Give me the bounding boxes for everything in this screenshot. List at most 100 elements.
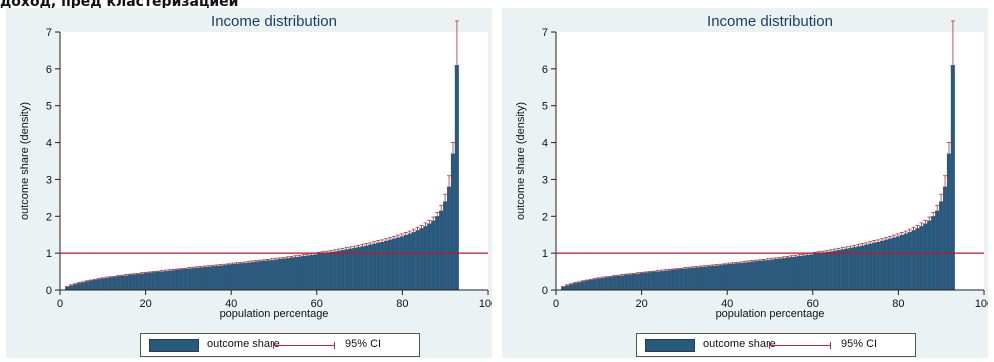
chart-panel-left: Income distribution outcome share (densi… xyxy=(6,8,492,358)
bar xyxy=(907,232,912,291)
bar xyxy=(761,260,766,291)
bar xyxy=(820,252,825,291)
y-tick-label: 0 xyxy=(46,285,52,297)
bar xyxy=(844,248,849,291)
bar xyxy=(891,237,896,291)
bar xyxy=(683,268,688,291)
bar xyxy=(655,271,660,291)
bar xyxy=(714,265,719,291)
bar xyxy=(297,256,302,291)
legend: outcome share 95% CI xyxy=(636,333,916,357)
x-tick-label: 80 xyxy=(892,298,904,310)
bar xyxy=(647,272,652,291)
x-tick-label: 0 xyxy=(57,298,63,310)
bar xyxy=(828,251,833,291)
legend-label-outcome-share: outcome share xyxy=(703,338,776,350)
bar xyxy=(313,254,318,291)
legend-label-outcome-share: outcome share xyxy=(207,338,280,350)
bar xyxy=(687,268,692,291)
chart-svg-right: Income distribution outcome share (densi… xyxy=(515,13,988,320)
bar xyxy=(175,269,180,291)
bar xyxy=(624,274,629,291)
x-tick-label: 0 xyxy=(553,298,559,310)
bar xyxy=(242,262,247,291)
bar xyxy=(942,186,947,291)
bar xyxy=(785,257,790,291)
bar xyxy=(631,274,636,291)
bar xyxy=(68,285,73,291)
bar xyxy=(927,220,932,291)
bar xyxy=(419,228,424,291)
bar xyxy=(568,284,573,291)
bar xyxy=(919,226,924,291)
bar xyxy=(135,274,140,291)
bar xyxy=(706,266,711,291)
bar xyxy=(887,238,892,291)
y-axis-label: outcome share (density) xyxy=(19,102,31,220)
x-tick-label: 80 xyxy=(396,298,408,310)
x-tick-label: 100 xyxy=(479,298,492,310)
bar xyxy=(108,277,113,291)
bar xyxy=(446,186,451,291)
bar xyxy=(128,274,133,291)
bar xyxy=(376,242,381,291)
bar xyxy=(923,223,928,291)
bar xyxy=(96,279,101,291)
bar xyxy=(348,248,353,291)
bar xyxy=(659,271,664,291)
bar xyxy=(143,272,148,291)
y-tick-label: 2 xyxy=(542,211,548,223)
y-tick-label: 2 xyxy=(46,211,52,223)
bar xyxy=(403,234,408,291)
y-tick-label: 5 xyxy=(46,101,52,113)
bar xyxy=(939,201,944,291)
bar xyxy=(163,271,168,291)
bar xyxy=(840,249,845,291)
bar xyxy=(399,236,404,291)
bar xyxy=(210,266,215,291)
y-tick-label: 4 xyxy=(542,138,548,150)
bar xyxy=(450,153,455,291)
bar xyxy=(324,252,329,291)
bar xyxy=(592,279,597,291)
bar xyxy=(76,283,81,291)
bar xyxy=(139,273,144,291)
bar xyxy=(742,262,747,291)
bar xyxy=(600,278,605,291)
bar xyxy=(336,250,341,291)
bar xyxy=(305,255,310,291)
x-tick-label: 60 xyxy=(311,298,323,310)
bar xyxy=(151,272,156,291)
bar xyxy=(387,239,392,291)
legend-swatch-outcome-share xyxy=(645,339,695,352)
bar xyxy=(596,278,601,291)
bar xyxy=(317,253,322,291)
bar xyxy=(281,258,286,291)
bar xyxy=(718,265,723,291)
bar xyxy=(415,230,420,291)
bar xyxy=(261,260,266,291)
bar xyxy=(265,260,270,291)
bar xyxy=(793,256,798,291)
bar xyxy=(120,275,125,291)
legend-ci-marker xyxy=(769,342,831,349)
bar xyxy=(750,261,755,291)
bar xyxy=(171,270,176,291)
bar xyxy=(690,267,695,291)
bar xyxy=(627,274,632,291)
bar xyxy=(769,259,774,291)
bar xyxy=(797,255,802,291)
bar xyxy=(876,241,881,291)
bar xyxy=(454,65,459,291)
bar xyxy=(88,280,93,291)
y-tick-label: 0 xyxy=(542,285,548,297)
bar xyxy=(218,265,223,291)
bar xyxy=(564,285,569,291)
bar xyxy=(584,280,589,291)
bar xyxy=(848,247,853,291)
chart-panel-right: Income distribution outcome share (densi… xyxy=(502,8,988,358)
bar xyxy=(100,278,105,291)
bar xyxy=(694,267,699,291)
bar xyxy=(411,232,416,291)
bar xyxy=(777,258,782,291)
